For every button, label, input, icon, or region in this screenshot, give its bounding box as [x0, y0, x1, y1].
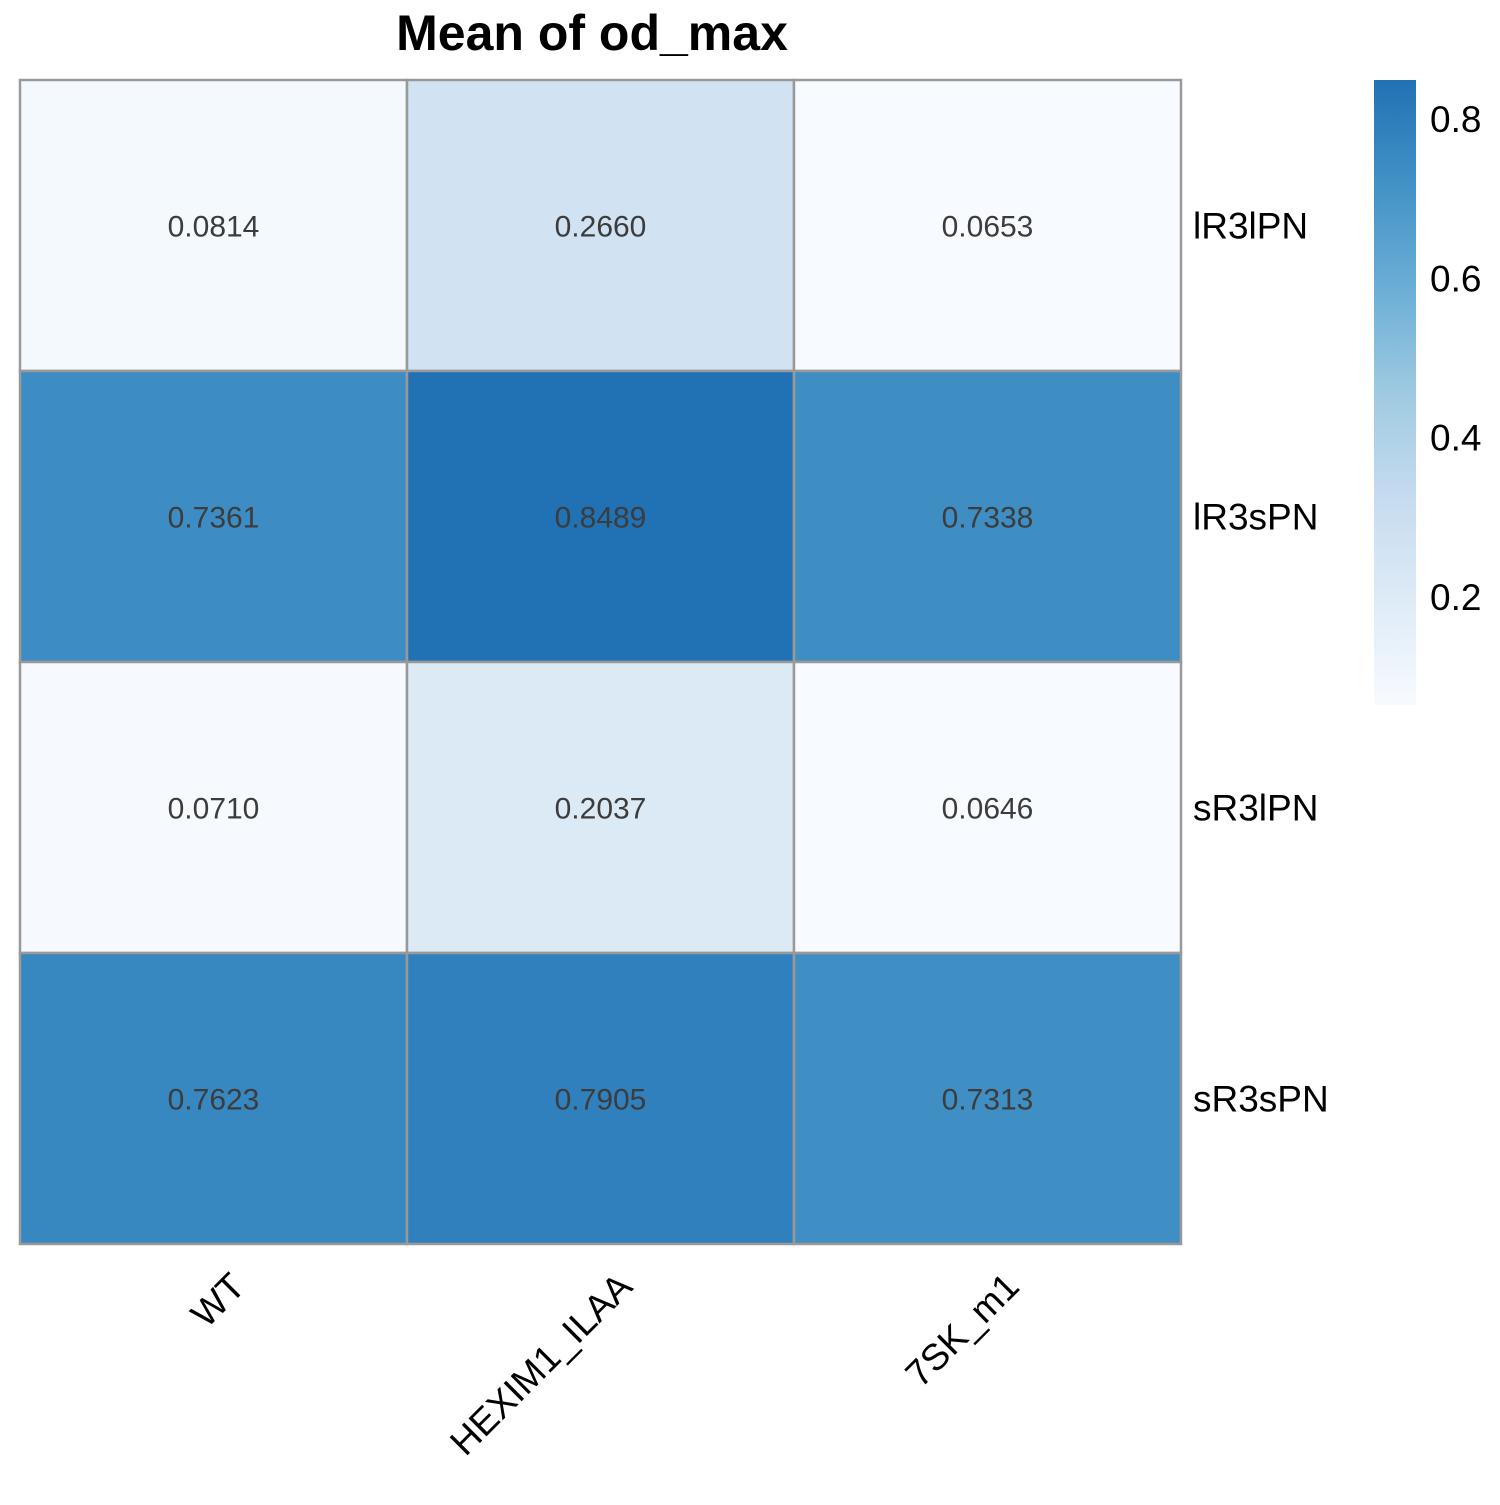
cell-value-label: 0.7361 — [168, 502, 260, 535]
cell-value-label: 0.2037 — [555, 793, 647, 826]
cell-value-label: 0.0710 — [168, 793, 260, 826]
cell-value-label: 0.0653 — [942, 211, 1034, 244]
heatmap-cell — [18, 369, 409, 664]
cell-value-label: 0.7338 — [942, 502, 1034, 535]
heatmap-cell — [405, 660, 796, 955]
column-label: HEXIM1_ILAA — [442, 1265, 640, 1463]
heatmap-cell — [18, 78, 409, 373]
row-label: lR3lPN — [1193, 206, 1308, 247]
heatmap-cell — [792, 78, 1183, 373]
column-label: 7SK_m1 — [897, 1265, 1026, 1394]
legend-tick-label: 0.8 — [1430, 99, 1481, 140]
color-legend: 0.2 0.4 0.6 0.8 — [1374, 80, 1481, 705]
chart-title: Mean of od_max — [396, 5, 788, 61]
cell-value-label: 0.0814 — [168, 211, 260, 244]
legend-tick-label: 0.6 — [1430, 258, 1481, 299]
heatmap-cell — [792, 951, 1183, 1246]
column-label: WT — [183, 1265, 253, 1335]
row-label: sR3sPN — [1193, 1079, 1329, 1120]
cell-value-label: 0.2660 — [555, 211, 647, 244]
cell-value-label: 0.7623 — [168, 1084, 260, 1117]
cell-value-label: 0.8489 — [555, 502, 647, 535]
heatmap-cell — [405, 369, 796, 664]
row-label: sR3lPN — [1193, 788, 1318, 829]
row-label: lR3sPN — [1193, 497, 1318, 538]
heatmap-cell — [405, 78, 796, 373]
column-labels: WT HEXIM1_ILAA 7SK_m1 — [183, 1265, 1027, 1463]
cell-value-label: 0.7905 — [555, 1084, 647, 1117]
heatmap-cell — [792, 369, 1183, 664]
heatmap-cells: 0.0814 0.2660 0.0653 0.7361 0.8489 0.7338 0.07… — [18, 78, 1183, 1246]
heatmap-cell — [18, 951, 409, 1246]
row-labels: lR3lPN lR3sPN sR3lPN sR3sPN — [1193, 206, 1329, 1120]
legend-color-bar — [1374, 80, 1416, 705]
legend-tick-label: 0.4 — [1430, 418, 1481, 459]
cell-value-label: 0.0646 — [942, 793, 1034, 826]
cell-value-label: 0.7313 — [942, 1084, 1034, 1117]
legend-tick-label: 0.2 — [1430, 577, 1481, 618]
